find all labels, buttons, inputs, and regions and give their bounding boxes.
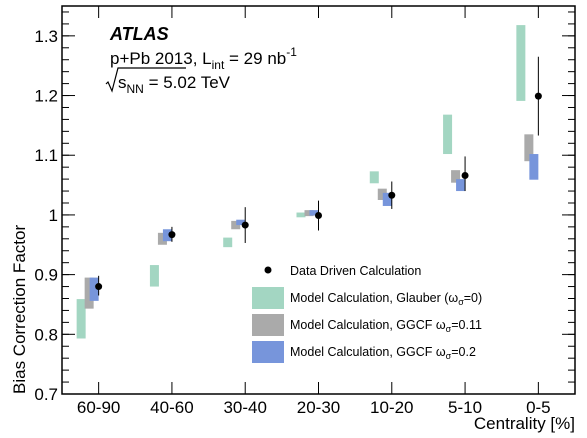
y-tick-label: 1.3 [34,27,58,46]
ggcf02-band [236,219,246,226]
glauber-band [516,25,526,101]
glauber-band [76,299,86,339]
axis-ticks: 0.7 0.8 0.9 1 1.1 1.2 1.3 60-90 40-60 30-40 20-30 1… [34,6,575,417]
ggcf011-band [84,277,94,309]
ggcf011-band [451,170,461,183]
legend-glauber-label: Model Calculation, Glauber (ωσ=0) [290,291,482,307]
data-point [388,191,396,199]
legend-ggcf011-swatch [252,314,284,336]
ggcf02-band [89,277,99,301]
x-tick-label: 5-10 [448,398,482,417]
sqrt-symbol [105,67,186,93]
x-tick-label: 20-30 [297,398,340,417]
ggcf02-band [456,179,466,192]
y-tick-label: 0.9 [34,266,58,285]
experiment-label: ATLAS [109,24,169,44]
x-tick-label: 10-20 [370,398,413,417]
y-axis-title: Bias Correction Factor [10,225,29,394]
ggcf011-band [157,232,167,245]
data-point [95,283,103,291]
y-tick-label: 1 [49,206,58,225]
x-tick-label: 30-40 [223,398,266,417]
y-tick-label: 0.8 [34,325,58,344]
legend: Data Driven Calculation Model Calculatio… [252,264,482,363]
ggcf011-band [377,188,387,200]
y-tick-label: 0.7 [34,385,58,404]
glauber-band [223,237,233,248]
glauber-band [296,212,306,218]
legend-ggcf02-label: Model Calculation, GGCF ωσ=0.2 [290,345,476,361]
ggcf02-band [529,154,539,180]
ggcf011-band [304,210,314,217]
x-tick-label: 60-90 [77,398,120,417]
data-points [95,56,542,296]
data-point [534,92,542,100]
legend-ggcf02-swatch [252,341,284,363]
x-tick-label: 40-60 [150,398,193,417]
data-point [241,221,249,229]
ggcf02-band [309,210,319,216]
glauber-band [149,265,159,287]
legend-glauber-swatch [252,287,284,309]
data-point [315,212,322,220]
luminosity-label: p+Pb 2013, Lint = 29 nb-1 [110,45,297,72]
x-axis-title: Centrality [%] [474,414,575,433]
y-tick-label: 1.1 [34,146,58,165]
ggcf02-band [382,192,392,206]
legend-ggcf011-label: Model Calculation, GGCF ωσ=0.11 [290,318,482,334]
ggcf011-band [231,220,241,230]
ggcf02-band [162,229,172,242]
y-tick-label: 1.2 [34,87,58,106]
energy-label: sNN = 5.02 TeV [118,73,231,96]
x-tick-label: 0-5 [526,398,551,417]
glauber-band [443,114,453,155]
data-point [168,231,176,239]
ggcf011-band [524,134,534,162]
model-bands [76,25,539,339]
glauber-band [369,171,379,184]
legend-data-label: Data Driven Calculation [290,264,421,278]
data-point [461,172,469,180]
legend-data-marker [264,266,272,274]
